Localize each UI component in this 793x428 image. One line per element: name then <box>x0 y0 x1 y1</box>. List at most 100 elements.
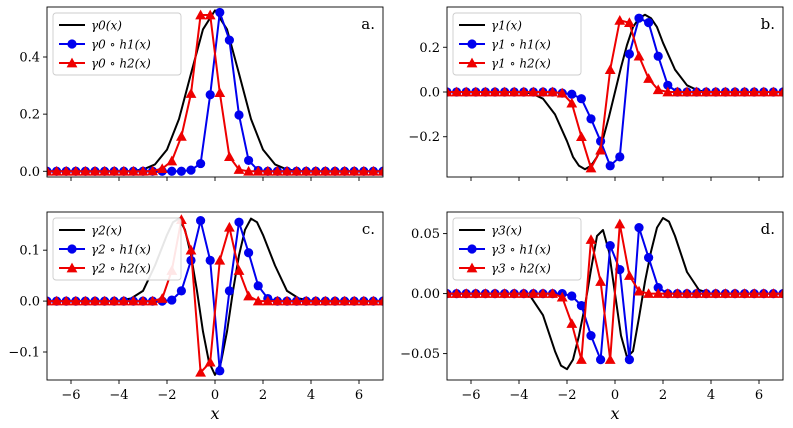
x-tick-label: 4 <box>707 388 715 403</box>
data-point <box>595 276 606 286</box>
data-point <box>234 110 244 120</box>
data-point <box>624 49 635 59</box>
data-point <box>329 165 341 176</box>
data-point <box>137 165 149 176</box>
series-3-2 <box>447 218 783 364</box>
data-point <box>281 165 293 176</box>
data-point <box>128 165 139 176</box>
panel-1: −0.2 0.0 0.2 b. γ1(x) γ1 ∘ h1(x) γ1 ∘ h2(x) <box>408 6 784 181</box>
y-tick-label: 0.2 <box>419 41 440 56</box>
data-point <box>224 221 235 232</box>
data-point <box>614 218 626 229</box>
data-point <box>320 295 331 306</box>
data-point <box>215 7 225 18</box>
data-point <box>470 86 482 97</box>
data-point <box>47 295 53 306</box>
data-point <box>633 285 645 296</box>
data-point <box>739 288 750 298</box>
legend-marker <box>66 57 78 68</box>
data-point <box>604 354 616 364</box>
panel-label: b. <box>761 15 775 33</box>
data-point <box>518 288 530 298</box>
panel-label: c. <box>362 220 375 238</box>
legend-marker <box>466 262 478 273</box>
series-1-2 <box>447 15 783 173</box>
data-point <box>252 165 264 176</box>
data-point <box>480 86 491 97</box>
data-point <box>566 97 578 108</box>
data-point <box>368 165 379 176</box>
y-tick-label: 0.0 <box>419 86 440 101</box>
data-point <box>499 288 510 298</box>
data-point <box>204 356 216 367</box>
data-point <box>214 254 226 265</box>
data-point <box>586 114 596 124</box>
data-point <box>691 288 702 298</box>
data-point <box>243 165 254 176</box>
data-point <box>195 366 206 377</box>
data-point <box>80 165 91 176</box>
data-point <box>624 17 635 27</box>
data-point <box>300 165 312 176</box>
data-point <box>176 286 186 296</box>
data-point <box>567 89 577 99</box>
data-point <box>205 90 215 100</box>
data-point <box>320 165 331 176</box>
legend-label: γ2 ∘ h1(x) <box>91 243 151 257</box>
data-point <box>224 151 235 162</box>
data-point <box>310 295 322 306</box>
data-point <box>720 288 731 298</box>
data-point <box>662 288 674 298</box>
data-point <box>634 13 644 23</box>
data-point <box>272 295 283 306</box>
legend: γ2(x) γ2 ∘ h1(x) γ2 ∘ h2(x) <box>52 217 182 281</box>
legend-marker <box>466 57 478 68</box>
data-point <box>720 86 731 97</box>
data-point <box>605 241 615 251</box>
legend: γ3(x) γ3 ∘ h1(x) γ3 ∘ h2(x) <box>452 217 582 281</box>
data-point <box>758 86 770 97</box>
data-point <box>566 318 578 328</box>
series-0-2 <box>47 9 383 176</box>
data-point <box>447 86 453 97</box>
data-point <box>108 295 120 306</box>
legend-marker <box>67 244 77 254</box>
data-point <box>604 64 616 74</box>
data-point <box>451 86 462 97</box>
data-point <box>99 165 110 176</box>
y-tick-label: 0.00 <box>411 287 440 302</box>
data-point <box>281 295 293 306</box>
legend-label: γ3 ∘ h1(x) <box>491 243 551 257</box>
data-point <box>339 295 350 306</box>
data-point <box>653 283 663 293</box>
data-point <box>253 281 263 291</box>
data-point <box>700 288 712 298</box>
data-point <box>137 295 149 306</box>
data-point <box>652 288 664 298</box>
data-point <box>329 295 341 306</box>
data-point <box>556 291 568 302</box>
data-point <box>576 131 587 142</box>
data-point <box>633 50 645 61</box>
series-line <box>47 217 383 376</box>
data-point <box>234 217 244 227</box>
y-tick-label: 0.0 <box>19 295 40 310</box>
data-point <box>663 80 673 90</box>
x-tick-label: −6 <box>461 388 480 403</box>
x-tick-label: 0 <box>211 388 219 403</box>
data-point <box>339 165 350 176</box>
data-point <box>204 9 216 20</box>
x-axis-label: x <box>210 404 219 423</box>
data-point <box>615 152 625 162</box>
data-point <box>358 295 370 306</box>
y-tick-label: −0.1 <box>8 346 40 361</box>
data-point <box>348 295 360 306</box>
x-tick-label: 6 <box>355 388 363 403</box>
data-point <box>528 86 539 97</box>
data-point <box>244 155 254 166</box>
data-point <box>60 165 72 176</box>
data-point <box>205 255 215 265</box>
x-axis-label: x <box>610 404 619 423</box>
data-point <box>70 165 82 176</box>
data-point <box>377 295 383 306</box>
